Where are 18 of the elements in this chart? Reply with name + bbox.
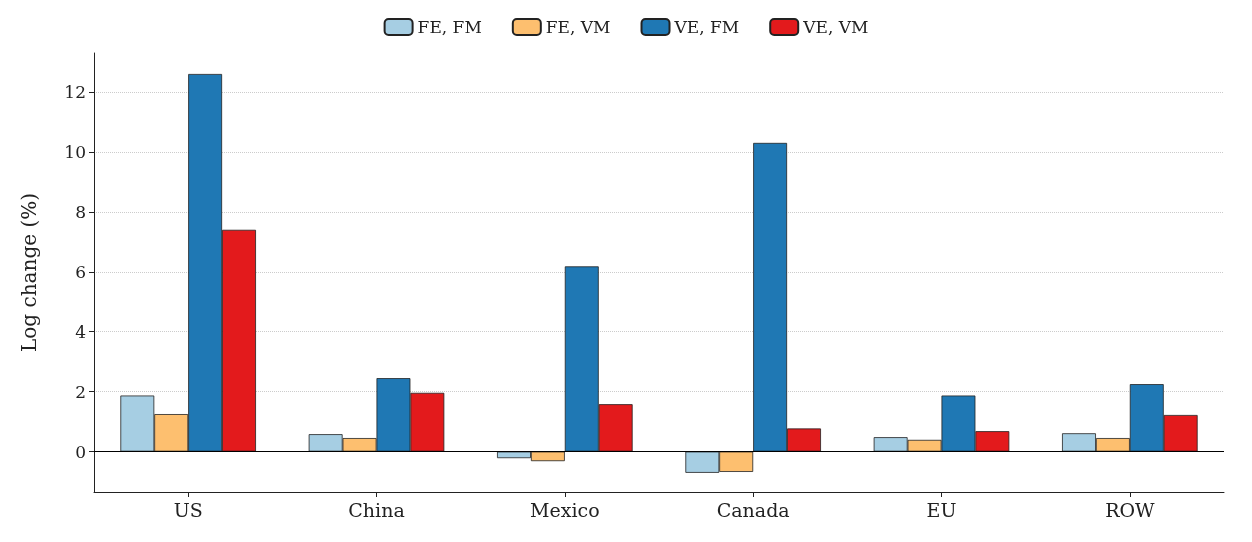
legend-label: FE, FM: [417, 17, 482, 37]
y-tick-label: 8: [75, 201, 86, 222]
y-tick-label: 10: [64, 141, 86, 162]
legend-label: VE, VM: [802, 17, 869, 37]
x-tick-label: China: [348, 498, 405, 521]
legend-label: FE, VM: [545, 17, 611, 37]
y-tick-label: 6: [75, 261, 86, 282]
x-tick-label: US: [173, 498, 203, 521]
x-tick-label: Canada: [716, 498, 790, 521]
y-tick-label: 12: [64, 81, 86, 102]
y-tick-label: 2: [75, 381, 86, 402]
y-axis-title: Log change (%): [17, 193, 41, 352]
y-tick-label: 4: [75, 321, 86, 342]
x-tick-label: Mexico: [530, 498, 600, 521]
x-tick-label: ROW: [1105, 498, 1155, 521]
legend-label: VE, FM: [673, 17, 740, 37]
y-tick-label: 0: [75, 441, 86, 462]
x-tick-label: EU: [926, 498, 957, 521]
